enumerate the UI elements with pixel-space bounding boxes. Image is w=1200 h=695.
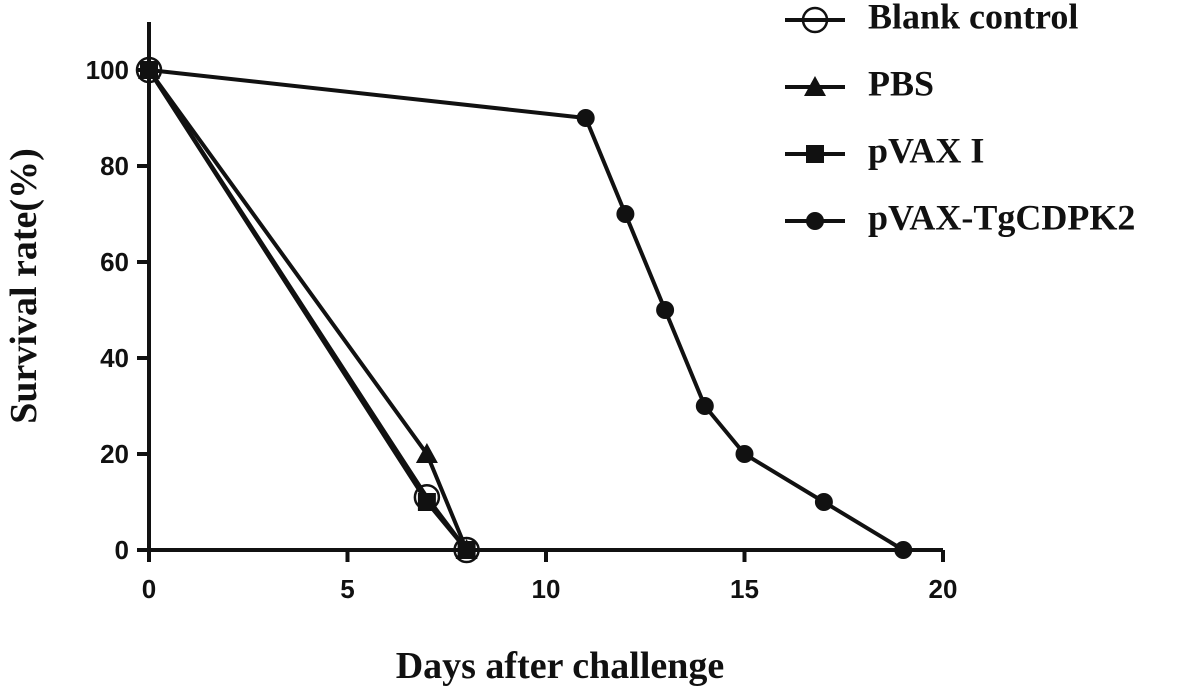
marker	[656, 301, 675, 319]
y-tick-label: 60	[100, 247, 129, 277]
y-tick-label: 0	[115, 535, 129, 565]
series-line	[148, 68, 905, 552]
x-tick-label: 10	[532, 574, 561, 604]
legend-label: pVAX I	[868, 130, 984, 170]
legend-marker	[804, 76, 826, 96]
x-axis-title: Days after challenge	[396, 645, 725, 687]
marker	[415, 443, 438, 463]
x-tick-label: 5	[340, 574, 354, 604]
legend-label: pVAX-TgCDPK2	[868, 197, 1135, 237]
legend-label: PBS	[868, 63, 934, 103]
marker	[894, 541, 913, 559]
y-tick-label: 100	[86, 55, 129, 85]
marker	[140, 61, 158, 79]
y-tick-label: 20	[100, 439, 129, 469]
legend-marker	[806, 145, 824, 163]
y-axis-title: Survival rate(%)	[3, 148, 45, 423]
series-line	[147, 68, 469, 552]
marker	[457, 541, 476, 559]
legend-marker	[801, 6, 829, 34]
marker	[735, 445, 754, 463]
marker	[814, 493, 833, 511]
legend-marker	[806, 212, 824, 230]
marker	[453, 536, 480, 564]
y-tick-label: 40	[100, 343, 129, 373]
marker	[616, 205, 635, 223]
y-tick-label: 80	[100, 151, 129, 181]
marker	[417, 493, 436, 511]
legend-label: Blank control	[868, 0, 1078, 36]
marker	[576, 109, 595, 127]
marker	[695, 397, 714, 415]
x-tick-label: 20	[929, 574, 958, 604]
x-tick-label: 0	[142, 574, 156, 604]
x-tick-label: 15	[730, 574, 759, 604]
